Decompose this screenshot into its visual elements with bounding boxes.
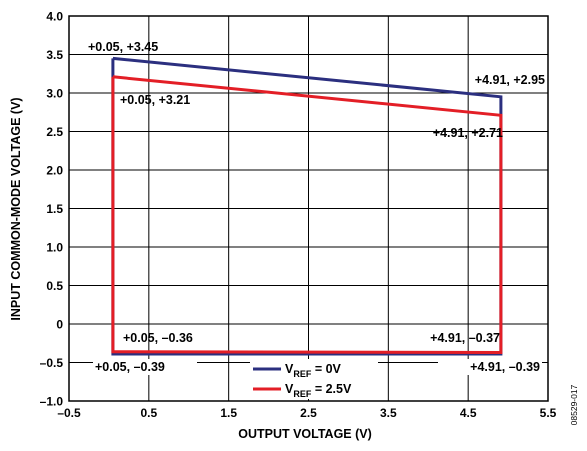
y-tick-label: 0 — [56, 318, 63, 332]
legend-label: VREF = 2.5V — [285, 382, 352, 399]
point-annotation: +4.91, –0.37 — [430, 331, 500, 345]
y-axis-title: INPUT COMMON-MODE VOLTAGE (V) — [9, 97, 23, 320]
point-annotation: +0.05, +3.21 — [120, 93, 190, 107]
annotations: +0.05, +3.45 +0.05, +3.21 +4.91, +2.95 +4.9… — [88, 40, 545, 375]
y-tick-label: 1.5 — [46, 202, 63, 216]
plot-frame — [68, 15, 549, 402]
x-tick-label: 3.5 — [380, 406, 397, 420]
x-tick-label: 1.5 — [220, 406, 237, 420]
point-annotation: +0.05, +3.45 — [88, 40, 158, 54]
legend: VREF = 0V VREF = 2.5V — [250, 359, 378, 399]
x-axis-title: OUTPUT VOLTAGE (V) — [238, 427, 372, 441]
plot-border — [68, 15, 549, 402]
y-tick-label: 4.0 — [46, 10, 63, 24]
x-tick-label: 2.5 — [300, 406, 317, 420]
series-layer — [111, 56, 503, 356]
y-tick-label: 3.0 — [46, 87, 63, 101]
y-tick-label: –1.0 — [40, 395, 64, 409]
y-tick-label: 2.0 — [46, 164, 63, 178]
point-annotation: +0.05, –0.39 — [95, 360, 165, 374]
y-tick-label: 3.5 — [46, 48, 63, 62]
point-annotation: +4.91, –0.39 — [470, 360, 540, 374]
y-tick-label: 1.0 — [46, 241, 63, 255]
figure-id: 08529-017 — [569, 384, 579, 425]
point-annotation: +0.05, –0.36 — [123, 331, 193, 345]
point-annotation: +4.91, +2.95 — [475, 73, 545, 87]
legend-label: VREF = 0V — [285, 362, 342, 379]
x-tick-label: –0.5 — [57, 406, 81, 420]
annotation-bg — [93, 359, 197, 375]
x-tick-label: 4.5 — [460, 406, 477, 420]
legend-background — [250, 359, 378, 399]
annotation-bg — [438, 359, 542, 375]
y-tick-label: 2.5 — [46, 125, 63, 139]
x-tick-label: 5.5 — [540, 406, 557, 420]
x-tick-label: 0.5 — [140, 406, 157, 420]
y-tick-labels: –1.0 –0.5 0 0.5 1.0 1.5 2.0 2.5 3.0 3.5 4.0 — [40, 10, 64, 409]
x-tick-labels: –0.5 0.5 1.5 2.5 3.5 4.5 5.5 — [57, 406, 556, 420]
y-tick-label: 0.5 — [46, 279, 63, 293]
series-line-1 — [111, 75, 503, 355]
y-tick-label: –0.5 — [40, 356, 64, 370]
point-annotation: +4.91, +2.71 — [433, 126, 503, 140]
